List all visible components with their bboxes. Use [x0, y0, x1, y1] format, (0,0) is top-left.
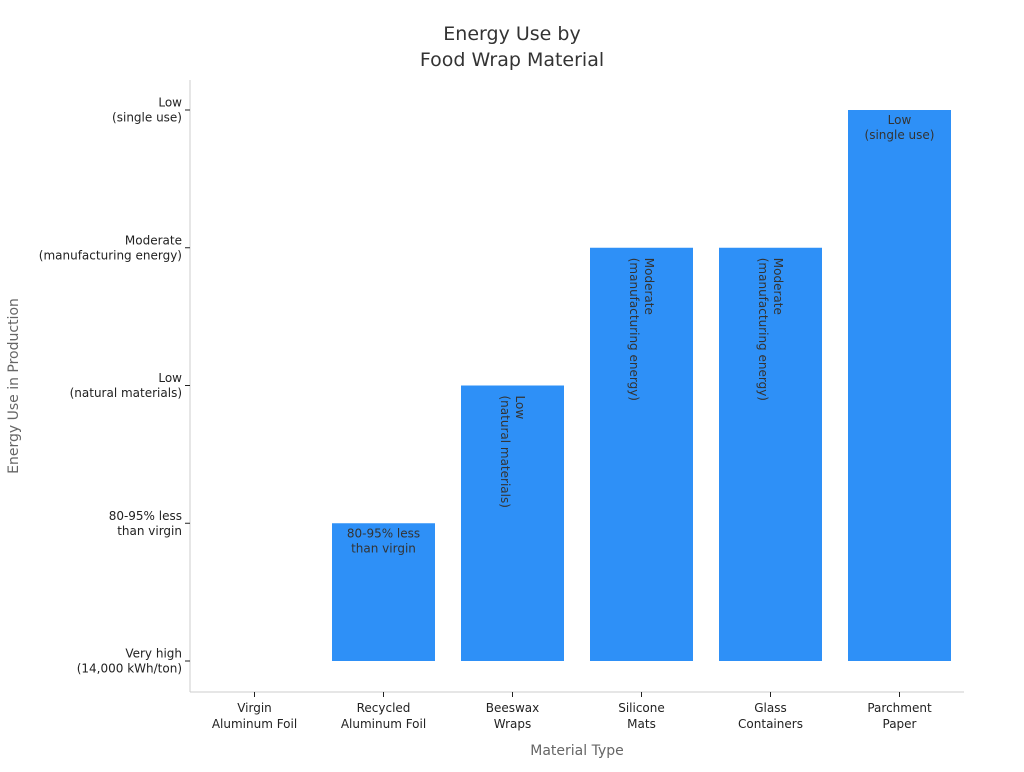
y-tick-label-line: Low: [158, 96, 182, 110]
bar-value-label-2: Low(natural materials): [498, 396, 527, 508]
y-tick-label-line: Low: [158, 371, 182, 385]
y-tick-label-line: (single use): [112, 111, 182, 125]
x-tick-label-line: Virgin: [237, 701, 272, 715]
y-tick-label-2: Low (natural materials): [70, 371, 183, 400]
x-tick-label-1: Recycled Aluminum Foil: [341, 701, 426, 731]
bar-1: [332, 523, 435, 661]
bars-group: [332, 110, 951, 661]
y-tick-label-line: 80-95% less: [109, 509, 182, 523]
x-tick-label-line: Containers: [738, 717, 803, 731]
chart-title: Energy Use by Food Wrap Material: [420, 23, 604, 71]
bar-label-line: (manufacturing energy): [627, 258, 641, 401]
bar-2: [461, 385, 564, 661]
x-tick-label-line: Parchment: [867, 701, 932, 715]
x-tick-label-line: Recycled: [357, 701, 411, 715]
bar-label-line: (manufacturing energy): [756, 258, 770, 401]
x-tick-label-line: Wraps: [494, 717, 531, 731]
y-tick-label-line: Very high: [125, 647, 182, 661]
y-tick-label-line: than virgin: [117, 524, 182, 538]
bar-3: [590, 247, 693, 661]
bar-label-line: Low: [513, 396, 527, 420]
x-tick-label-5: Parchment Paper: [867, 701, 932, 731]
x-axis-label: Material Type: [530, 743, 623, 759]
bar-label-line: than virgin: [351, 541, 416, 555]
x-tick-label-line: Glass: [754, 701, 787, 715]
y-tick-label-1: 80-95% less than virgin: [109, 509, 182, 538]
x-tick-label-line: Aluminum Foil: [212, 717, 297, 731]
y-tick-label-4: Low (single use): [112, 96, 182, 125]
x-tick-label-0: Virgin Aluminum Foil: [212, 701, 297, 731]
x-tick-label-line: Silicone: [618, 701, 665, 715]
y-axis-label: Energy Use in Production: [6, 298, 22, 474]
bar-label-line: Moderate: [771, 258, 785, 315]
x-tick-label-2: Beeswax Wraps: [486, 701, 540, 731]
chart-title-line-2: Food Wrap Material: [420, 49, 604, 71]
x-tick-label-4: Glass Containers: [738, 701, 803, 731]
bar-4: [719, 247, 822, 661]
y-tick-label-line: (manufacturing energy): [39, 248, 182, 262]
chart-title-line-1: Energy Use by: [443, 23, 580, 45]
x-tick-label-line: Beeswax: [486, 701, 540, 715]
x-tick-label-line: Paper: [883, 717, 917, 731]
x-tick-label-line: Aluminum Foil: [341, 717, 426, 731]
bar-label-line: Moderate: [642, 258, 656, 315]
bar-label-line: 80-95% less: [347, 526, 420, 540]
bar-label-line: (single use): [865, 128, 935, 142]
bar-value-label-1: 80-95% less than virgin: [347, 526, 420, 555]
y-tick-label-0: Very high (14,000 kWh/ton): [77, 647, 182, 676]
y-axis-ticks: Very high (14,000 kWh/ton) 80-95% less than…: [39, 96, 190, 676]
x-tick-label-line: Mats: [627, 717, 656, 731]
bar-value-label-4: Moderate(manufacturing energy): [756, 258, 785, 401]
y-tick-label-line: Moderate: [125, 233, 182, 247]
y-tick-label-line: (14,000 kWh/ton): [77, 662, 182, 676]
bar-5: [848, 110, 951, 661]
bar-value-label-5: Low (single use): [865, 113, 935, 142]
y-tick-label-line: (natural materials): [70, 386, 182, 400]
bar-label-line: (natural materials): [498, 396, 512, 508]
bar-label-line: Low: [888, 113, 912, 127]
x-tick-label-3: Silicone Mats: [618, 701, 665, 731]
bar-value-label-3: Moderate(manufacturing energy): [627, 258, 656, 401]
x-axis-ticks: Virgin Aluminum Foil Recycled Aluminum Foil…: [212, 692, 932, 731]
y-tick-label-3: Moderate (manufacturing energy): [39, 233, 182, 262]
